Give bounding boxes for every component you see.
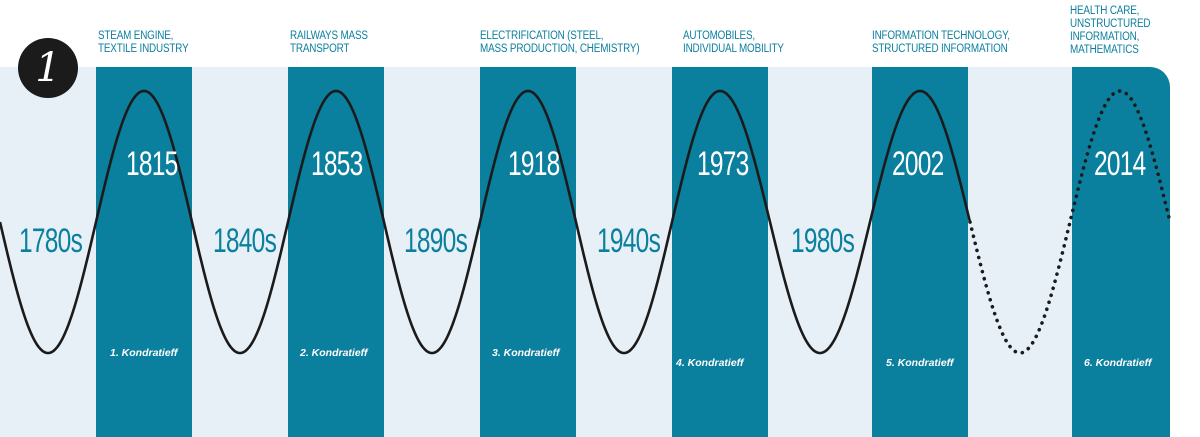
wave-forecast-line xyxy=(968,89,1172,355)
decade-label-3: 1890s xyxy=(404,222,468,260)
cycle-label-5: 5. Kondratieff xyxy=(886,357,954,369)
cycle-header-3: ELECTRIFICATION (STEEL, MASS PRODUCTION,… xyxy=(480,30,640,55)
cycle-header-5: INFORMATION TECHNOLOGY, STRUCTURED INFOR… xyxy=(872,30,1010,55)
band-1 xyxy=(96,67,192,437)
band-6 xyxy=(1072,67,1170,437)
cycle-year-1: 1815 xyxy=(126,145,178,183)
decade-label-5: 1980s xyxy=(791,222,855,260)
wave-line xyxy=(0,89,972,355)
cycle-header-6: HEALTH CARE, UNSTRUCTURED INFORMATION, M… xyxy=(1070,5,1151,56)
cycle-label-3: 3. Kondratieff xyxy=(492,347,560,359)
cycle-year-3: 1918 xyxy=(508,145,560,183)
step-number-badge: 1 xyxy=(18,38,78,98)
cycle-year-6: 2014 xyxy=(1094,145,1146,183)
cycle-year-5: 2002 xyxy=(892,145,944,183)
band-4 xyxy=(672,67,768,437)
cycle-label-1: 1. Kondratieff xyxy=(110,347,178,359)
band-3 xyxy=(480,67,576,437)
cycle-label-4: 4. Kondratieff xyxy=(676,357,744,369)
cycle-year-4: 1973 xyxy=(697,145,749,183)
cycle-header-4: AUTOMOBILES, INDIVIDUAL MOBILITY xyxy=(683,30,784,55)
band-2 xyxy=(288,67,384,437)
cycle-year-2: 1853 xyxy=(311,145,363,183)
decade-label-2: 1840s xyxy=(213,222,277,260)
cycle-label-6: 6. Kondratieff xyxy=(1084,357,1152,369)
decade-label-4: 1940s xyxy=(597,222,661,260)
band-5 xyxy=(872,67,968,437)
decade-label-1: 1780s xyxy=(19,222,83,260)
cycle-header-1: STEAM ENGINE, TEXTILE INDUSTRY xyxy=(98,30,189,55)
cycle-header-2: RAILWAYS MASS TRANSPORT xyxy=(290,30,368,55)
cycle-label-2: 2. Kondratieff xyxy=(300,347,368,359)
